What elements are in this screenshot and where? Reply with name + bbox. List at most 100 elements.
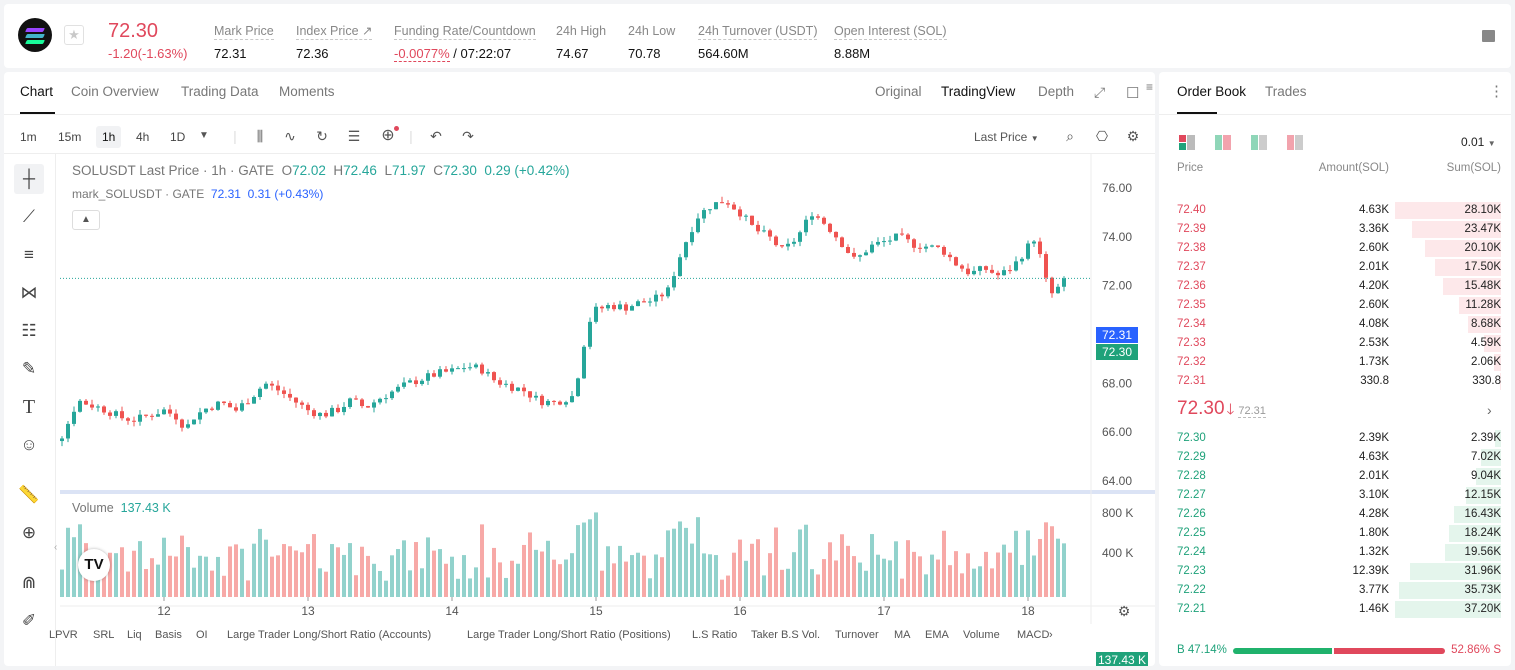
tab-chart[interactable]: Chart <box>20 84 54 99</box>
indicator-9[interactable]: Turnover <box>835 629 879 641</box>
funding-rate-value[interactable]: -0.0077% <box>394 46 450 62</box>
ask-row[interactable]: 72.32 1.73K 2.06K <box>1159 353 1511 372</box>
bid-row[interactable]: 72.22 3.77K 35.73K <box>1159 581 1511 600</box>
emoji-icon[interactable]: ☺ <box>20 435 38 454</box>
fullscreen-icon[interactable]: ⤢ <box>1094 84 1106 100</box>
ask-row[interactable]: 72.34 4.08K 8.68K <box>1159 315 1511 334</box>
fib-icon[interactable]: ☷ <box>21 321 37 340</box>
crosshair-icon[interactable]: ┼ <box>14 164 44 194</box>
ask-row[interactable]: 72.35 2.60K 11.28K <box>1159 296 1511 315</box>
magnet-icon[interactable]: ⋒ <box>21 573 37 592</box>
view-asks-icon[interactable] <box>1287 135 1303 151</box>
indicator-5[interactable]: Large Trader Long/Short Ratio (Accounts) <box>227 629 432 641</box>
mid-mark-price[interactable]: 72.31 <box>1238 405 1266 418</box>
view-bids-icon[interactable] <box>1251 135 1267 151</box>
add-alert-icon[interactable]: ⊕ <box>378 125 399 147</box>
indicator-11[interactable]: EMA <box>925 629 949 641</box>
ask-row[interactable]: 72.37 2.01K 17.50K <box>1159 258 1511 277</box>
text-icon[interactable]: T <box>22 396 36 418</box>
tab-trades[interactable]: Trades <box>1265 84 1307 99</box>
price-source-select[interactable]: Last Price ▼ <box>974 126 1039 150</box>
pattern-icon[interactable]: ⋈ <box>20 283 38 302</box>
panel-menu-icon[interactable]: ≡ <box>1146 80 1154 94</box>
brush-icon[interactable]: ✎ <box>21 359 37 378</box>
window-icon[interactable]: ☐ <box>1126 85 1140 102</box>
tab-trading-data[interactable]: Trading Data <box>181 84 259 99</box>
bid-row[interactable]: 72.30 2.39K 2.39K <box>1159 429 1511 448</box>
bid-row[interactable]: 72.23 12.39K 31.96K <box>1159 562 1511 581</box>
view-tradingview[interactable]: TradingView <box>941 84 1016 99</box>
indicator-7[interactable]: L.S Ratio <box>692 629 738 641</box>
timeframe-1m[interactable]: 1m <box>20 130 37 144</box>
ask-row[interactable]: 72.33 2.53K 4.59K <box>1159 334 1511 353</box>
gear-icon[interactable]: ⚙ <box>1126 128 1140 144</box>
zoom-in-icon[interactable]: ⊕ <box>21 523 37 542</box>
timeframe-dropdown-icon[interactable]: ▼ <box>199 130 209 141</box>
collapse-legend-button[interactable]: ▲ <box>72 210 100 230</box>
ask-row[interactable]: 72.40 4.63K 28.10K <box>1159 201 1511 220</box>
stat-label[interactable]: Open Interest (SOL) <box>834 24 947 40</box>
tick-size-select[interactable]: 0.01 ▼ <box>1461 135 1496 149</box>
candle-type-icon[interactable]: ⫼ <box>256 128 264 144</box>
ask-row[interactable]: 72.39 3.36K 23.47K <box>1159 220 1511 239</box>
view-depth[interactable]: Depth <box>1038 84 1075 99</box>
view-both-icon[interactable] <box>1179 135 1195 151</box>
timeframe-1d[interactable]: 1D <box>170 130 186 144</box>
bid-row[interactable]: 72.24 1.32K 19.56K <box>1159 543 1511 562</box>
chevron-left-icon[interactable]: ‹ <box>54 542 58 553</box>
axis-settings-icon[interactable]: ⚙ <box>1118 604 1131 620</box>
stat-label[interactable]: Funding Rate/Countdown <box>394 24 536 40</box>
replay-icon[interactable]: ↻ <box>316 128 328 144</box>
bid-row[interactable]: 72.21 1.46K 37.20K <box>1159 600 1511 619</box>
templates-icon[interactable]: ☰ <box>347 128 361 144</box>
pane-separator[interactable] <box>60 490 1155 494</box>
ruler-icon[interactable]: 📏 <box>18 485 40 504</box>
indicator-4[interactable]: OI <box>196 629 208 641</box>
bid-row[interactable]: 72.25 1.80K 18.24K <box>1159 524 1511 543</box>
ask-row[interactable]: 72.38 2.60K 20.10K <box>1159 239 1511 258</box>
stat-label[interactable]: 24h Turnover (USDT) <box>698 24 818 40</box>
indicator-13[interactable]: MACD <box>1017 629 1050 641</box>
tab-order-book[interactable]: Order Book <box>1177 84 1247 99</box>
tab-coin-overview[interactable]: Coin Overview <box>71 84 159 99</box>
more-options-icon[interactable]: ⋮ <box>1489 83 1504 100</box>
bid-row[interactable]: 72.28 2.01K 9.04K <box>1159 467 1511 486</box>
bid-row[interactable]: 72.29 4.63K 7.02K <box>1159 448 1511 467</box>
timeframe-1h[interactable]: 1h <box>96 126 122 148</box>
stat-label[interactable]: Mark Price <box>214 24 274 40</box>
ask-row[interactable]: 72.31 330.8 330.8 <box>1159 372 1511 391</box>
view-asks-green-icon[interactable] <box>1215 135 1231 151</box>
indicator-6[interactable]: Large Trader Long/Short Ratio (Positions… <box>467 629 671 641</box>
undo-icon[interactable]: ↶ <box>430 128 442 144</box>
stat-label[interactable]: Index Price ↗ <box>296 24 373 40</box>
indicator-3[interactable]: Basis <box>155 629 182 641</box>
chevron-right-icon[interactable]: › <box>1487 402 1492 418</box>
candle <box>342 406 346 413</box>
indicators-icon[interactable]: ∿ <box>284 128 296 144</box>
trend-line-icon[interactable]: ⟋ <box>23 207 35 226</box>
tab-moments[interactable]: Moments <box>279 84 335 99</box>
favorite-star-icon[interactable]: ★ <box>64 25 84 45</box>
indicator-8[interactable]: Taker B.S Vol. <box>751 629 821 641</box>
ask-row[interactable]: 72.36 4.20K 15.48K <box>1159 277 1511 296</box>
indicator-2[interactable]: Liq <box>127 629 142 641</box>
bid-row[interactable]: 72.26 4.28K 16.43K <box>1159 505 1511 524</box>
indicator-1[interactable]: SRL <box>93 629 115 641</box>
tradingview-logo[interactable]: TV <box>78 549 110 581</box>
bid-row[interactable]: 72.27 3.10K 12.15K <box>1159 486 1511 505</box>
redo-icon[interactable]: ↷ <box>462 128 474 144</box>
book-icon[interactable] <box>1482 30 1495 42</box>
horizontal-lines-icon[interactable]: ≡ <box>24 245 34 264</box>
camera-icon[interactable]: ⎔ <box>1095 128 1109 144</box>
view-original[interactable]: Original <box>875 84 922 99</box>
indicator-12[interactable]: Volume <box>963 629 1000 641</box>
indicator-0[interactable]: LPVR <box>49 629 78 641</box>
timeframe-4h[interactable]: 4h <box>136 130 150 144</box>
search-icon[interactable]: ⌕ <box>1066 128 1074 144</box>
timeframe-15m[interactable]: 15m <box>58 130 82 144</box>
indicator-10[interactable]: MA <box>894 629 911 641</box>
pencil-lock-icon[interactable]: ✐ <box>21 611 37 630</box>
chevron-right-icon[interactable]: › <box>1049 629 1053 641</box>
